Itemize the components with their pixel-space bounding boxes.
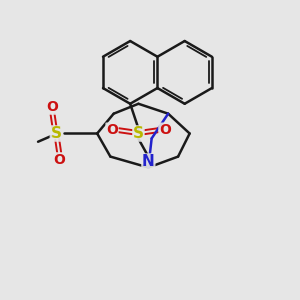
Text: O: O: [159, 123, 171, 137]
Text: S: S: [50, 126, 62, 141]
Text: O: O: [106, 123, 118, 137]
Text: N: N: [142, 154, 155, 169]
Text: O: O: [53, 153, 65, 167]
Text: S: S: [133, 126, 144, 141]
Text: O: O: [46, 100, 58, 114]
